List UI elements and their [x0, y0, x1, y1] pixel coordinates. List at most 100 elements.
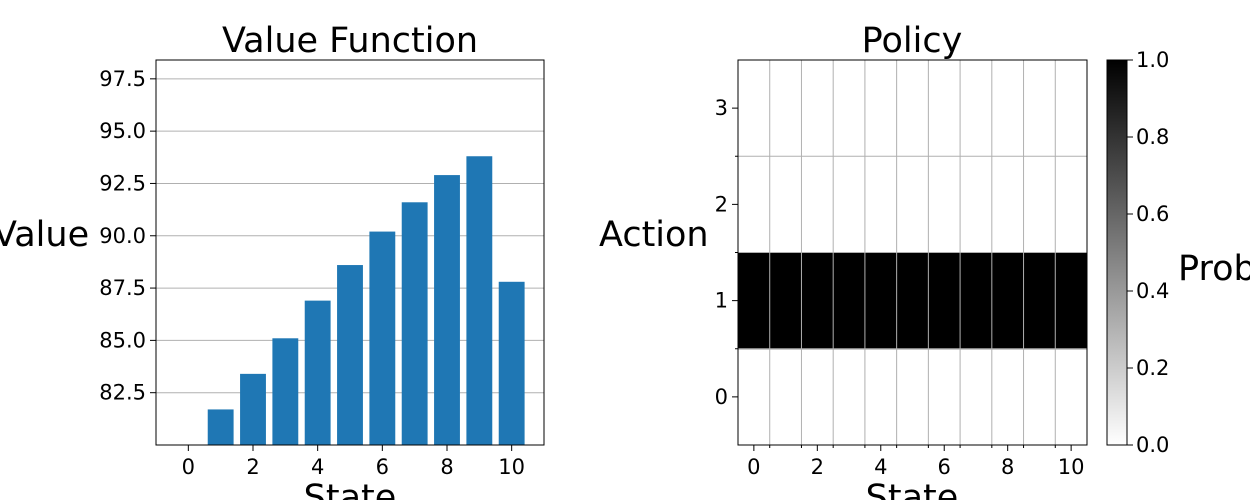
colorbar-tick-label: 0.2 — [1136, 356, 1169, 380]
value-y-tick-label: 92.5 — [99, 171, 146, 195]
value-y-tick-label: 87.5 — [99, 276, 146, 300]
policy-x-tick-label: 4 — [874, 455, 887, 479]
policy-cell — [896, 60, 929, 157]
colorbar-tick-label: 0.0 — [1136, 433, 1169, 457]
value-y-axis-label: Value — [0, 215, 89, 255]
value-bar — [304, 300, 331, 445]
policy-y-axis-label: Action — [599, 215, 709, 255]
policy-cell — [1055, 348, 1088, 446]
value-x-tick-label: 8 — [440, 455, 453, 479]
colorbar-tick-label: 0.6 — [1136, 202, 1169, 226]
colorbar-tick-label: 0.4 — [1136, 279, 1169, 303]
value-bar — [240, 373, 266, 445]
value-function-chart: 0 2 4 6 8 10 82.5 85.0 87.5 90.0 92.5 95.0 97.5 Val… — [0, 21, 545, 500]
value-x-tick-label: 0 — [182, 455, 195, 479]
policy-cell — [833, 60, 866, 157]
policy-y-tick-label: 1 — [715, 289, 728, 313]
policy-cell — [801, 156, 834, 253]
policy-cell — [960, 348, 993, 446]
policy-cells — [738, 60, 1088, 446]
policy-x-axis-label: State — [866, 478, 959, 500]
policy-cell — [833, 252, 866, 350]
policy-cell — [1055, 60, 1088, 157]
policy-cell — [864, 60, 898, 157]
value-x-axis-label: State — [304, 478, 397, 500]
value-y-ticks: 82.5 85.0 87.5 90.0 92.5 95.0 97.5 — [99, 67, 156, 405]
value-bar — [401, 202, 428, 445]
policy-cell — [960, 252, 993, 350]
value-bar — [498, 281, 525, 445]
policy-cell — [896, 348, 929, 446]
policy-x-tick-label: 6 — [938, 455, 951, 479]
value-bar — [272, 338, 299, 445]
policy-cell — [896, 252, 929, 350]
policy-x-tick-label: 8 — [1001, 455, 1014, 479]
colorbar-ticks: 0.0 0.2 0.4 0.6 0.8 1.0 — [1127, 48, 1169, 457]
policy-cell — [833, 348, 866, 446]
value-bar — [466, 156, 493, 445]
value-x-tick-label: 4 — [311, 455, 324, 479]
value-bar — [434, 175, 460, 445]
policy-cell — [991, 156, 1025, 253]
policy-y-tick-label: 3 — [715, 96, 728, 120]
policy-cell — [738, 156, 771, 253]
value-y-tick-label: 85.0 — [99, 328, 146, 352]
value-x-ticks: 0 2 4 6 8 10 — [182, 445, 525, 479]
policy-cell — [928, 252, 961, 350]
policy-cell — [960, 156, 993, 253]
policy-x-tick-label: 0 — [747, 455, 760, 479]
value-bars — [207, 156, 525, 445]
value-y-tick-label: 82.5 — [99, 381, 146, 405]
policy-cell — [1023, 252, 1056, 350]
policy-cell — [960, 60, 993, 157]
policy-cell — [991, 60, 1025, 157]
value-y-tick-label: 97.5 — [99, 67, 146, 91]
value-y-tick-label: 95.0 — [99, 119, 146, 143]
policy-cell — [928, 60, 961, 157]
value-y-tick-label: 90.0 — [99, 224, 146, 248]
colorbar — [1106, 59, 1128, 446]
policy-cell — [864, 156, 898, 253]
policy-cell — [991, 252, 1025, 350]
value-x-tick-label: 2 — [246, 455, 259, 479]
policy-cell — [769, 252, 802, 350]
value-bar — [207, 409, 234, 445]
colorbar-tick-label: 1.0 — [1136, 48, 1169, 72]
policy-cell — [833, 156, 866, 253]
policy-x-ticks: 0 2 4 6 8 10 — [747, 445, 1085, 479]
policy-cell — [769, 156, 802, 253]
colorbar-label: Prob — [1178, 249, 1250, 289]
colorbar-tick-label: 0.8 — [1136, 125, 1169, 149]
value-x-tick-label: 10 — [498, 455, 525, 479]
policy-cell — [928, 156, 961, 253]
policy-cell — [769, 60, 802, 157]
policy-cell — [864, 348, 898, 446]
policy-chart-title: Policy — [862, 21, 963, 61]
policy-cell — [928, 348, 961, 446]
policy-cell — [1023, 60, 1056, 157]
policy-cell — [1023, 348, 1056, 446]
policy-cell — [801, 348, 834, 446]
policy-cell — [801, 252, 834, 350]
policy-x-tick-label: 2 — [811, 455, 824, 479]
policy-y-tick-label: 0 — [715, 385, 728, 409]
policy-y-tick-label: 2 — [715, 192, 728, 216]
policy-x-tick-label: 10 — [1058, 455, 1085, 479]
policy-cell — [738, 348, 771, 446]
policy-cell — [1055, 156, 1088, 253]
policy-y-ticks: 0 1 2 3 — [715, 96, 738, 409]
policy-cell — [864, 252, 898, 350]
policy-grid — [738, 60, 1087, 445]
policy-cell — [991, 348, 1025, 446]
policy-cell — [738, 252, 771, 350]
value-bar — [369, 231, 396, 445]
policy-cell — [1055, 252, 1088, 350]
value-x-tick-label: 6 — [376, 455, 389, 479]
policy-cell — [769, 348, 802, 446]
policy-cell — [738, 60, 771, 157]
policy-cell — [1023, 156, 1056, 253]
value-chart-title: Value Function — [222, 21, 478, 61]
policy-cell — [896, 156, 929, 253]
